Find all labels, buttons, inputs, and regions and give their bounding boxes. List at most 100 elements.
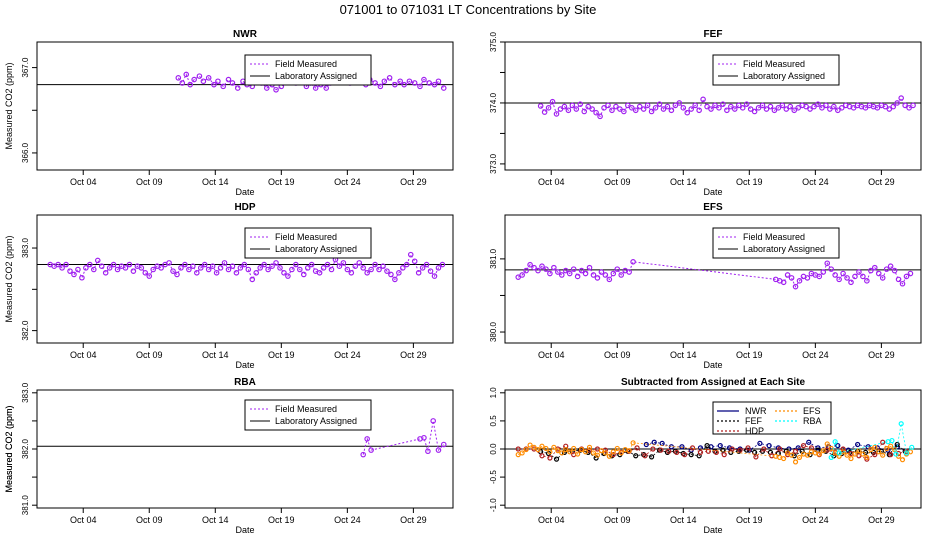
x-tick-label: Oct 14 — [202, 177, 229, 187]
data-point — [823, 102, 829, 109]
data-point-hdp — [777, 446, 783, 452]
data-point-rba — [903, 450, 910, 456]
data-point — [237, 265, 244, 271]
data-point — [551, 264, 557, 271]
data-point-nwr — [865, 444, 871, 450]
legend-label-lab: Laboratory Assigned — [275, 71, 357, 81]
data-point — [253, 270, 260, 276]
data-point — [803, 103, 809, 110]
data-point-hdp — [674, 449, 680, 455]
data-point — [864, 278, 870, 284]
data-point — [807, 106, 813, 112]
panel-efs: EFS Oct 04 Oct 09 Oct 14 Oct 19 Oct 24 Oct 29 D… — [489, 202, 922, 370]
data-point — [174, 271, 180, 278]
data-point — [229, 263, 236, 270]
x-tick-label: Oct 04 — [70, 350, 97, 360]
y-tick-label: 366.0 — [21, 142, 30, 163]
data-point — [602, 272, 609, 278]
x-tick-label: Oct 29 — [868, 350, 895, 360]
y-tick-label: 374.0 — [489, 92, 498, 113]
data-point — [220, 83, 227, 90]
x-tick-label: Oct 19 — [268, 350, 295, 360]
data-point-hdp — [745, 445, 751, 451]
data-point — [360, 451, 366, 458]
data-point — [609, 107, 615, 114]
data-point-fef — [648, 454, 655, 460]
data-point — [815, 101, 821, 107]
data-point — [708, 106, 714, 112]
data-point — [562, 267, 569, 274]
data-point-efs — [796, 454, 803, 461]
data-point — [191, 76, 197, 83]
data-point — [547, 270, 553, 277]
data-point — [182, 261, 188, 268]
legend-box — [712, 54, 840, 86]
x-tick-label: Oct 09 — [604, 515, 631, 525]
y-tick-label: 0.0 — [489, 443, 498, 455]
data-point — [364, 270, 370, 276]
panel-fef: FEF Oct 04 Oct 09 Oct 14 Oct 19 Oct 24 Oct 29 D… — [489, 29, 922, 197]
data-point-efs — [868, 446, 874, 453]
data-point — [201, 261, 208, 268]
data-point-efs — [618, 450, 624, 456]
data-point — [910, 102, 916, 109]
data-point — [621, 108, 627, 115]
data-point-efs — [781, 455, 787, 462]
data-point — [94, 257, 101, 264]
x-tick-label: Oct 24 — [802, 515, 829, 525]
data-layer — [37, 251, 453, 283]
data-point — [515, 274, 522, 280]
data-point — [672, 102, 679, 109]
data-point — [541, 109, 548, 115]
data-point-efs — [527, 442, 533, 448]
data-point — [372, 80, 378, 86]
data-point-hdp — [650, 446, 656, 452]
legend-box — [712, 401, 832, 435]
data-point — [755, 105, 762, 111]
data-point — [626, 269, 632, 275]
y-tick-label: 381.0 — [489, 248, 498, 269]
data-point — [300, 271, 307, 278]
data-point — [324, 261, 331, 268]
data-point-efs — [872, 444, 878, 450]
data-point — [824, 260, 831, 267]
x-tick-label: Oct 24 — [802, 177, 829, 187]
data-point-fef — [688, 452, 694, 458]
data-point — [380, 263, 386, 270]
y-tick-label: 381.0 — [21, 495, 30, 516]
data-point-efs — [567, 449, 573, 455]
data-point — [178, 265, 184, 271]
data-point-nwr — [651, 439, 657, 445]
data-point — [417, 83, 423, 90]
data-point-efs — [844, 452, 850, 458]
data-point — [644, 102, 651, 109]
data-point — [811, 103, 817, 110]
data-point — [415, 270, 422, 276]
data-point — [419, 265, 426, 271]
data-point — [582, 270, 589, 277]
data-point — [328, 266, 335, 273]
data-point — [241, 261, 248, 268]
x-tick-label: Oct 19 — [736, 350, 763, 360]
series-line-nwr — [646, 441, 907, 452]
data-point — [577, 101, 584, 107]
data-point — [557, 106, 564, 112]
data-point — [158, 265, 164, 271]
data-point-fef — [720, 447, 726, 453]
data-point — [819, 105, 825, 111]
data-point — [565, 107, 572, 114]
data-point — [578, 267, 585, 274]
data-point-efs — [860, 451, 866, 457]
y-tick-label: -1.0 — [489, 498, 498, 512]
data-point — [401, 81, 407, 88]
data-point — [392, 276, 398, 283]
data-point — [431, 273, 438, 279]
data-point — [200, 78, 207, 85]
data-point — [827, 106, 833, 112]
data-point — [427, 268, 434, 274]
plot-frame — [36, 41, 454, 171]
data-point — [569, 102, 576, 109]
data-point-efs — [582, 449, 589, 455]
data-point-fef — [633, 453, 639, 459]
